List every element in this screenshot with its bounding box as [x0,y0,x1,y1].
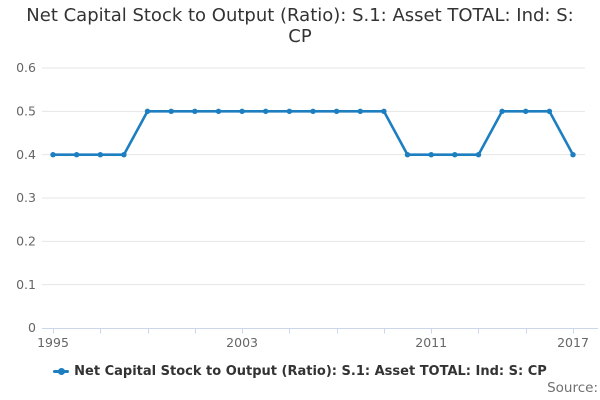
y-axis-tick-label: 0.2 [16,234,36,249]
data-point-2011[interactable] [428,152,434,158]
data-point-1997[interactable] [97,152,104,158]
legend-item[interactable]: Net Capital Stock to Output (Ratio): S.1… [53,364,547,379]
data-point-2007[interactable] [333,108,340,115]
x-axis-tick-label: 1995 [37,335,69,350]
data-point-2004[interactable] [263,108,269,115]
y-axis-tick-label: 0 [28,320,36,335]
series-line [51,110,575,156]
data-point-1996[interactable] [73,152,80,158]
data-point-2001[interactable] [192,108,198,115]
y-axis-tick-label: 0.3 [16,190,36,205]
y-axis-tick-label: 0.6 [16,60,36,75]
chart-title: Net Capital Stock to Output (Ratio): S.1… [0,5,600,47]
data-point-2015[interactable] [523,108,529,115]
data-point-1998[interactable] [121,152,127,158]
data-point-2000[interactable] [168,108,174,115]
data-point-2005[interactable] [286,108,293,115]
chart-title-text: Net Capital Stock to Output (Ratio): S.1… [26,5,574,47]
y-axis-tick-label: 0.1 [16,277,36,292]
data-point-2014[interactable] [499,108,505,115]
x-axis-tick-label: 2003 [226,335,258,350]
y-axis-tick-label: 0.5 [16,104,36,119]
data-point-2013[interactable] [475,152,482,158]
data-point-2009[interactable] [381,108,387,115]
data-point-1999[interactable] [144,108,151,115]
data-point-2017[interactable] [570,152,576,158]
legend-line-icon [53,368,70,375]
data-point-2003[interactable] [239,108,245,115]
x-axis-tick-label: 2017 [557,335,589,350]
x-axis-tick-label: 2011 [415,335,447,350]
data-point-2008[interactable] [357,108,363,115]
data-point-2006[interactable] [310,108,316,115]
data-point-1995[interactable] [50,152,56,158]
data-point-2016[interactable] [546,108,553,115]
source-label: Source: [547,380,598,396]
legend-label: Net Capital Stock to Output (Ratio): S.1… [74,364,547,379]
y-axis-tick-label: 0.4 [16,147,36,162]
data-point-2012[interactable] [452,152,458,158]
data-point-2010[interactable] [404,152,411,158]
data-point-2002[interactable] [215,108,222,115]
legend: Net Capital Stock to Output (Ratio): S.1… [0,364,600,379]
